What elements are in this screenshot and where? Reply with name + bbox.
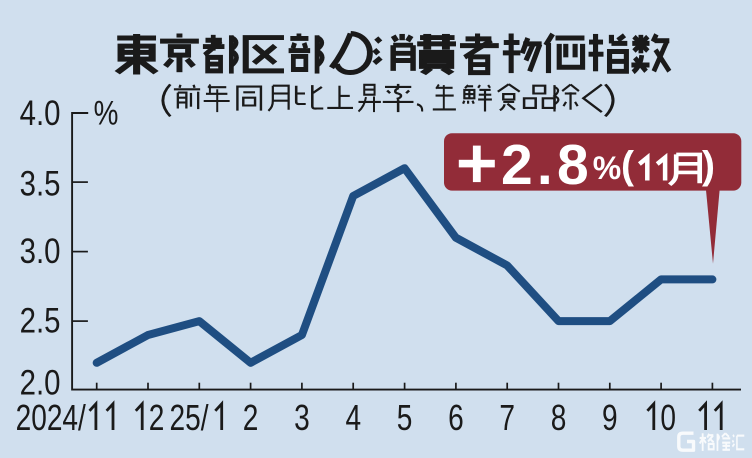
svg-text:3.5: 3.5 <box>20 164 61 203</box>
svg-text:): ) <box>702 145 715 188</box>
svg-text:4.0: 4.0 <box>20 94 61 133</box>
svg-text:2024/: 2024/ <box>16 398 86 438</box>
svg-text:7: 7 <box>499 398 515 438</box>
svg-text:25/: 25/ <box>170 398 209 438</box>
svg-text:2.0: 2.0 <box>20 363 61 402</box>
svg-text:2.5: 2.5 <box>20 301 61 340</box>
svg-text:%: % <box>593 150 621 186</box>
svg-text:2: 2 <box>149 398 165 438</box>
svg-text:.: . <box>537 133 553 197</box>
svg-text:(: ( <box>621 145 634 188</box>
svg-text:3.0: 3.0 <box>20 232 61 271</box>
svg-text:3: 3 <box>294 398 310 438</box>
svg-text:8: 8 <box>551 398 567 438</box>
svg-text:0: 0 <box>660 398 676 438</box>
svg-text:4: 4 <box>345 398 361 438</box>
svg-text:8: 8 <box>557 133 589 197</box>
svg-text:%: % <box>94 94 119 132</box>
svg-text:2: 2 <box>243 398 259 438</box>
svg-text:5: 5 <box>397 398 413 438</box>
svg-text:6: 6 <box>448 398 464 438</box>
svg-text:2: 2 <box>501 133 533 197</box>
svg-text:9: 9 <box>602 398 618 438</box>
